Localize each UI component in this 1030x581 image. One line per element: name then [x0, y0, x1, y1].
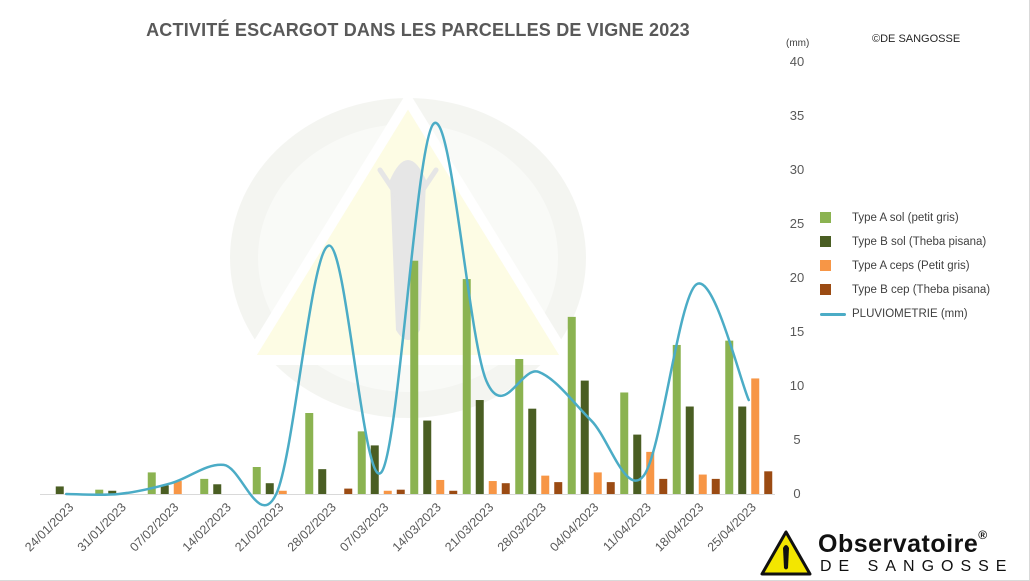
bar-type-b-sol	[318, 469, 327, 494]
legend-item-type-a-sol: Type A sol (petit gris)	[820, 206, 1025, 230]
legend-label: Type A ceps (Petit gris)	[852, 260, 970, 272]
legend-label: Type B sol (Theba pisana)	[852, 236, 987, 248]
y-tick-label: 10	[790, 378, 804, 393]
y-tick-labels: 0 5 10 15 20 25 30 35 40	[790, 54, 804, 501]
bar-type-b-sol	[108, 490, 117, 494]
y-tick-label: 25	[790, 216, 804, 231]
bar-type-b-sol	[160, 485, 169, 494]
bar-type-a-sol	[252, 467, 261, 494]
bars-group	[55, 260, 773, 494]
bar-type-b-cep	[501, 483, 510, 494]
bar-type-b-sol	[633, 434, 642, 494]
bar-type-a-sol	[725, 340, 734, 494]
x-tick-label: 25/04/2023	[705, 500, 759, 554]
y-tick-label: 5	[793, 432, 800, 447]
bar-type-a-sol	[515, 359, 524, 494]
observatoire-logo: Observatoire® DE SANGOSSE	[758, 528, 1030, 580]
legend-item-type-b-sol: Type B sol (Theba pisana)	[820, 230, 1025, 254]
bar-type-a-ceps	[646, 451, 655, 494]
bar-type-b-cep	[659, 478, 668, 494]
bar-type-a-ceps	[383, 490, 392, 494]
bar-type-a-ceps	[593, 472, 602, 494]
x-tick-label: 28/02/2023	[285, 500, 339, 554]
x-tick-label: 07/03/2023	[337, 500, 391, 554]
bar-type-b-cep	[711, 478, 720, 494]
legend-swatch	[820, 236, 831, 247]
bar-type-a-ceps	[278, 490, 287, 494]
y-tick-label: 40	[790, 54, 804, 69]
bar-type-b-cep	[606, 482, 615, 494]
bar-type-b-sol	[213, 484, 222, 494]
warning-snail-icon	[760, 530, 812, 576]
bar-type-a-ceps	[488, 481, 497, 494]
bar-type-a-sol	[462, 279, 471, 494]
legend-swatch	[820, 284, 831, 295]
legend: Type A sol (petit gris) Type B sol (Theba…	[820, 206, 1025, 326]
legend-label: PLUVIOMETRIE (mm)	[852, 308, 968, 320]
x-tick-label: 14/02/2023	[180, 500, 234, 554]
y-tick-label: 35	[790, 108, 804, 123]
x-tick-labels: 24/01/202331/01/202307/02/202314/02/2023…	[22, 500, 759, 554]
chart-title: ACTIVITÉ ESCARGOT DANS LES PARCELLES DE …	[146, 20, 690, 40]
bar-type-a-sol	[357, 431, 366, 494]
logo-subtitle: DE SANGOSSE	[820, 558, 1014, 575]
x-tick-label: 21/02/2023	[232, 500, 286, 554]
bar-type-b-sol	[685, 406, 694, 494]
bar-type-a-sol	[147, 472, 156, 494]
bar-type-b-sol	[580, 380, 589, 494]
pluviometrie-line	[65, 121, 750, 507]
y-axis-unit: (mm)	[786, 38, 810, 49]
bar-type-b-sol	[475, 400, 484, 494]
bar-type-a-sol	[95, 489, 104, 494]
bar-type-a-sol	[200, 478, 209, 494]
bar-type-a-sol	[672, 344, 681, 494]
bar-type-b-sol	[528, 408, 537, 494]
legend-label: Type A sol (petit gris)	[852, 212, 959, 224]
bar-type-a-sol	[305, 413, 314, 494]
bar-type-a-sol	[620, 392, 629, 494]
x-tick-label: 31/01/2023	[75, 500, 129, 554]
bar-type-b-cep	[764, 471, 773, 494]
bar-type-a-sol	[410, 260, 419, 494]
y-tick-label: 20	[790, 270, 804, 285]
legend-item-type-a-ceps: Type A ceps (Petit gris)	[820, 254, 1025, 278]
bar-type-a-ceps	[541, 475, 550, 494]
bar-type-a-ceps	[173, 481, 182, 494]
x-tick-label: 24/01/2023	[22, 500, 76, 554]
x-tick-label: 18/04/2023	[652, 500, 706, 554]
bar-type-a-sol	[567, 316, 576, 494]
bar-type-a-ceps	[436, 479, 445, 494]
x-tick-label: 04/04/2023	[547, 500, 601, 554]
x-tick-label: 07/02/2023	[127, 500, 181, 554]
bar-type-a-ceps	[751, 378, 760, 494]
y-tick-label: 30	[790, 162, 804, 177]
bar-type-b-sol	[423, 420, 432, 494]
legend-swatch	[820, 212, 831, 223]
bar-type-b-sol	[738, 406, 747, 494]
bar-type-b-cep	[396, 489, 405, 494]
bar-type-a-ceps	[698, 474, 707, 494]
x-tick-label: 11/04/2023	[600, 500, 654, 554]
logo-title: Observatoire®	[818, 528, 988, 558]
legend-item-pluviometrie: PLUVIOMETRIE (mm)	[820, 302, 1025, 326]
y-tick-label: 0	[793, 486, 800, 501]
watermark-logo-icon	[230, 95, 586, 418]
x-tick-label: 14/03/2023	[390, 500, 444, 554]
bar-type-b-sol	[55, 486, 64, 494]
bar-type-b-cep	[344, 488, 353, 494]
bar-type-b-cep	[554, 482, 563, 494]
legend-swatch	[820, 313, 846, 316]
pluviometrie-line-group	[65, 121, 750, 507]
legend-label: Type B cep (Theba pisana)	[852, 284, 991, 296]
x-tick-label: 28/03/2023	[495, 500, 549, 554]
legend-swatch	[820, 260, 831, 271]
bar-type-b-sol	[265, 483, 274, 494]
bar-type-b-cep	[449, 490, 458, 494]
legend-item-type-b-cep: Type B cep (Theba pisana)	[820, 278, 1025, 302]
x-tick-label: 21/03/2023	[442, 500, 496, 554]
copyright-text: ©DE SANGOSSE	[872, 33, 961, 45]
y-tick-label: 15	[790, 324, 804, 339]
